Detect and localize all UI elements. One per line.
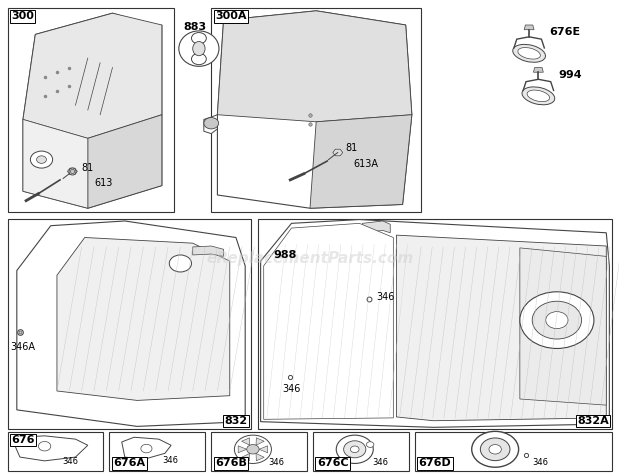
Circle shape	[520, 292, 594, 349]
Text: 346A: 346A	[11, 342, 35, 352]
Text: 832A: 832A	[577, 416, 609, 426]
Ellipse shape	[518, 48, 541, 59]
Circle shape	[343, 441, 366, 458]
Text: 346: 346	[372, 458, 388, 467]
Polygon shape	[17, 221, 245, 427]
Text: 676E: 676E	[549, 27, 580, 37]
Polygon shape	[520, 248, 606, 405]
Ellipse shape	[513, 44, 546, 62]
Text: eReplacementParts.com: eReplacementParts.com	[206, 251, 414, 266]
Polygon shape	[23, 13, 162, 138]
Circle shape	[480, 438, 510, 461]
Circle shape	[489, 445, 502, 454]
Text: 676B: 676B	[215, 458, 247, 468]
Polygon shape	[218, 11, 412, 122]
Circle shape	[234, 435, 272, 464]
Polygon shape	[204, 115, 218, 133]
Circle shape	[192, 53, 206, 65]
Polygon shape	[88, 115, 162, 208]
Circle shape	[350, 446, 359, 453]
Polygon shape	[259, 446, 268, 453]
Circle shape	[247, 445, 259, 454]
Circle shape	[204, 117, 219, 129]
Ellipse shape	[522, 87, 555, 105]
Bar	[415, 432, 613, 471]
Circle shape	[296, 261, 361, 310]
Polygon shape	[23, 13, 162, 208]
Polygon shape	[264, 223, 393, 419]
Text: 676A: 676A	[113, 458, 145, 468]
Text: 988: 988	[273, 250, 296, 260]
Bar	[257, 218, 613, 429]
Text: 613A: 613A	[353, 159, 378, 169]
Polygon shape	[218, 11, 412, 208]
Circle shape	[192, 33, 206, 44]
Circle shape	[30, 151, 53, 168]
Polygon shape	[238, 446, 247, 453]
Circle shape	[307, 269, 350, 302]
Text: 346: 346	[282, 384, 301, 394]
Circle shape	[546, 312, 568, 329]
Text: 346: 346	[162, 456, 178, 466]
Bar	[7, 432, 104, 471]
Circle shape	[169, 255, 192, 272]
Polygon shape	[260, 219, 609, 428]
Text: 676C: 676C	[317, 458, 348, 468]
Text: 883: 883	[184, 22, 206, 32]
Polygon shape	[68, 168, 78, 175]
Text: 346: 346	[62, 457, 78, 466]
Polygon shape	[363, 221, 390, 233]
Text: 346: 346	[532, 458, 548, 467]
Circle shape	[366, 442, 374, 447]
Bar	[211, 432, 307, 471]
Bar	[7, 218, 251, 429]
Text: 613: 613	[94, 178, 112, 188]
Circle shape	[37, 156, 46, 163]
Text: 300A: 300A	[215, 11, 246, 21]
Circle shape	[38, 441, 51, 451]
Text: 346: 346	[377, 292, 395, 302]
Circle shape	[472, 431, 518, 467]
Polygon shape	[524, 25, 534, 30]
Polygon shape	[23, 119, 88, 208]
Bar	[7, 9, 174, 211]
Bar	[313, 432, 409, 471]
Polygon shape	[396, 235, 606, 421]
Polygon shape	[256, 453, 264, 461]
Circle shape	[336, 435, 373, 464]
Text: 676D: 676D	[418, 458, 451, 468]
Ellipse shape	[179, 31, 219, 66]
Polygon shape	[14, 436, 88, 461]
Circle shape	[141, 444, 152, 453]
Polygon shape	[57, 238, 230, 400]
Ellipse shape	[527, 90, 550, 102]
Text: 81: 81	[346, 143, 358, 153]
Polygon shape	[310, 115, 412, 208]
Polygon shape	[242, 453, 250, 461]
Text: 300: 300	[11, 11, 34, 21]
Circle shape	[319, 278, 338, 293]
Bar	[109, 432, 205, 471]
Polygon shape	[242, 438, 250, 445]
Text: 346: 346	[268, 458, 285, 467]
Text: 994: 994	[558, 69, 582, 80]
Text: 832: 832	[224, 416, 247, 426]
Polygon shape	[122, 437, 171, 459]
Ellipse shape	[193, 41, 205, 56]
Polygon shape	[333, 149, 343, 156]
Text: 81: 81	[82, 162, 94, 172]
Polygon shape	[256, 438, 264, 445]
Text: 676: 676	[11, 435, 35, 445]
Bar	[211, 9, 421, 211]
Polygon shape	[193, 246, 224, 256]
Polygon shape	[533, 67, 543, 72]
Circle shape	[532, 301, 582, 339]
